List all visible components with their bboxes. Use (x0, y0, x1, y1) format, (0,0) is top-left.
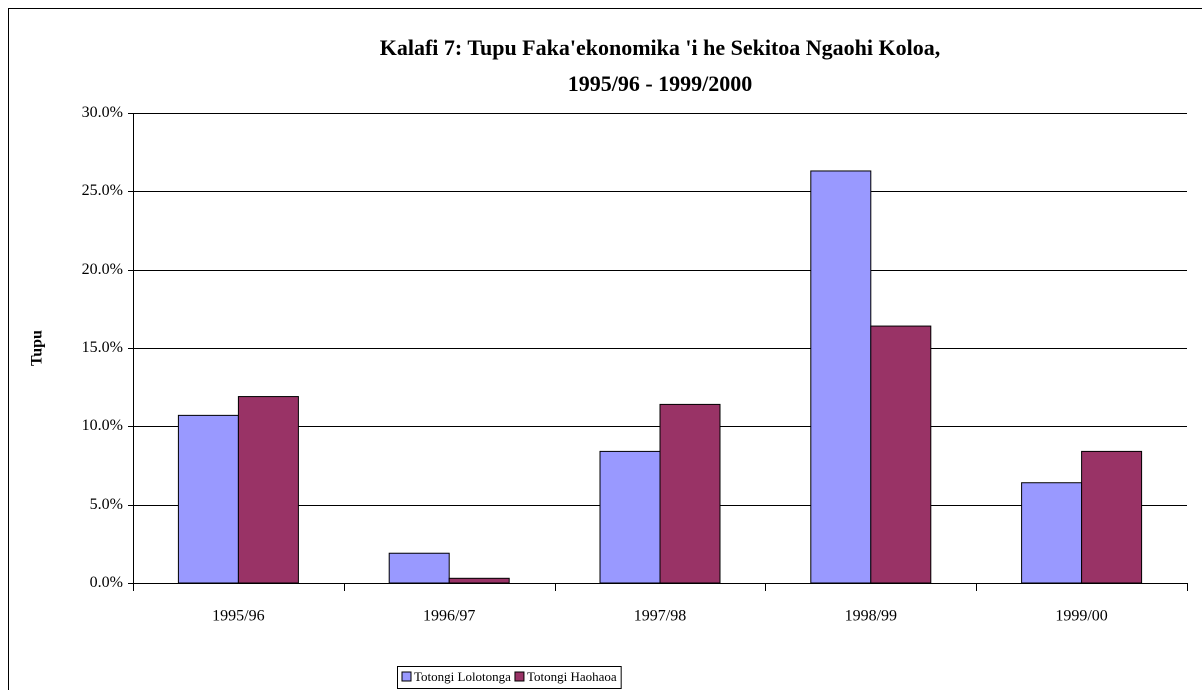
bar (870, 325, 932, 584)
y-tick-label: 10.0% (82, 417, 123, 434)
x-tick-label: 1998/99 (845, 608, 897, 625)
x-tick-label: 1995/96 (212, 608, 264, 625)
y-tick-label: 0.0% (90, 574, 123, 591)
bar (177, 414, 239, 584)
bar (1021, 482, 1083, 584)
y-tick-label: 15.0% (82, 339, 123, 356)
bar (659, 403, 721, 584)
legend-box (397, 666, 622, 689)
bar (599, 450, 661, 584)
y-tick-label: 30.0% (82, 104, 123, 121)
x-tick-label: 1997/98 (634, 608, 686, 625)
legend-label: Totongi Haohaoa (527, 669, 617, 684)
y-tick-label: 5.0% (90, 496, 123, 513)
bar (448, 577, 510, 584)
legend-swatch (514, 671, 525, 682)
chart-title: Kalafi 7: Tupu Faka'ekonomika 'i he Seki… (380, 35, 941, 60)
chart-title: 1995/96 - 1999/2000 (568, 71, 753, 96)
bar (388, 552, 450, 584)
bar (237, 396, 299, 584)
x-tick-label: 1996/97 (423, 608, 475, 625)
y-axis-label: Tupu (29, 330, 46, 366)
legend-label: Totongi Lolotonga (414, 669, 511, 684)
y-tick-label: 25.0% (82, 182, 123, 199)
y-tick-label: 20.0% (82, 261, 123, 278)
legend-swatch (401, 671, 412, 682)
bar (810, 170, 872, 584)
chart-frame (8, 8, 1202, 690)
bar (1081, 450, 1143, 584)
x-tick-label: 1999/00 (1055, 608, 1107, 625)
